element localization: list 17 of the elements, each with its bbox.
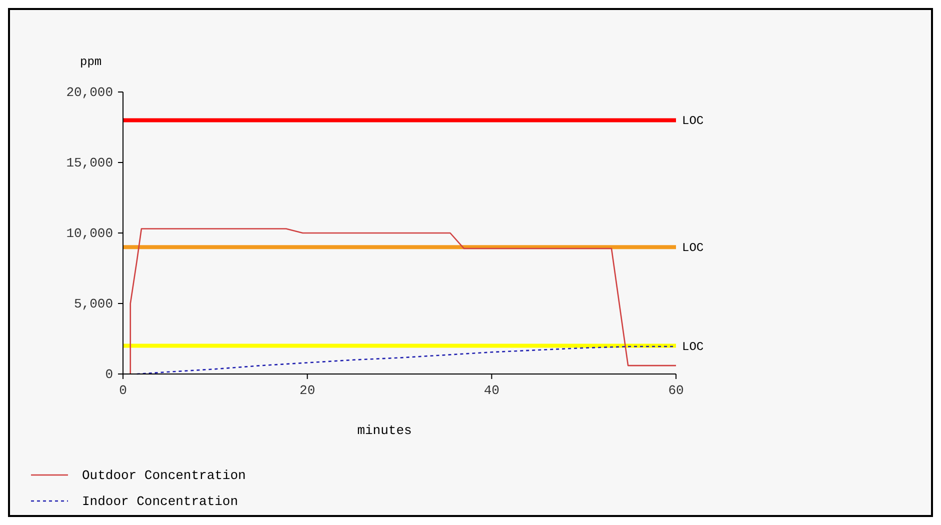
x-tick-label: 0 xyxy=(119,383,127,398)
y-tick-label: 10,000 xyxy=(66,226,113,241)
x-tick-label: 60 xyxy=(668,383,684,398)
line-series xyxy=(130,228,677,375)
y-tick-label: 0 xyxy=(105,367,113,382)
y-tick-label: 5,000 xyxy=(74,296,113,312)
x-axis-title: minutes xyxy=(357,423,412,438)
y-tick-label: 20,000 xyxy=(66,85,113,100)
ref-line-label: LOC xyxy=(682,340,704,354)
y-tick-label: 15,000 xyxy=(66,156,113,170)
legend-label: Indoor Concentration xyxy=(82,494,238,509)
ref-line-label: LOC xyxy=(682,114,704,128)
x-tick-label: 20 xyxy=(300,383,316,398)
x-tick-label: 40 xyxy=(484,383,500,398)
legend-label: Outdoor Concentration xyxy=(82,468,246,483)
y-axis-title: ppm xyxy=(80,55,102,69)
ref-line-label: LOC xyxy=(682,241,704,256)
